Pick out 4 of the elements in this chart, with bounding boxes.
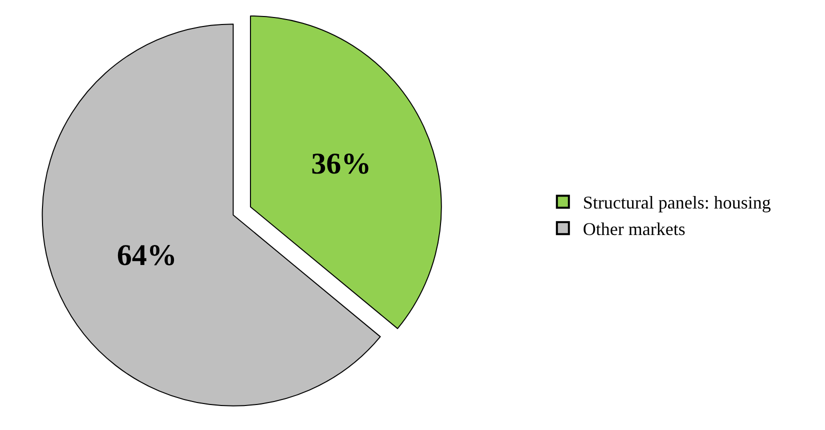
data-label: 36% <box>311 148 372 181</box>
legend-label: Structural panels: housing <box>582 192 771 213</box>
data-label: 64% <box>116 239 177 272</box>
legend-label: Other markets <box>582 219 686 240</box>
